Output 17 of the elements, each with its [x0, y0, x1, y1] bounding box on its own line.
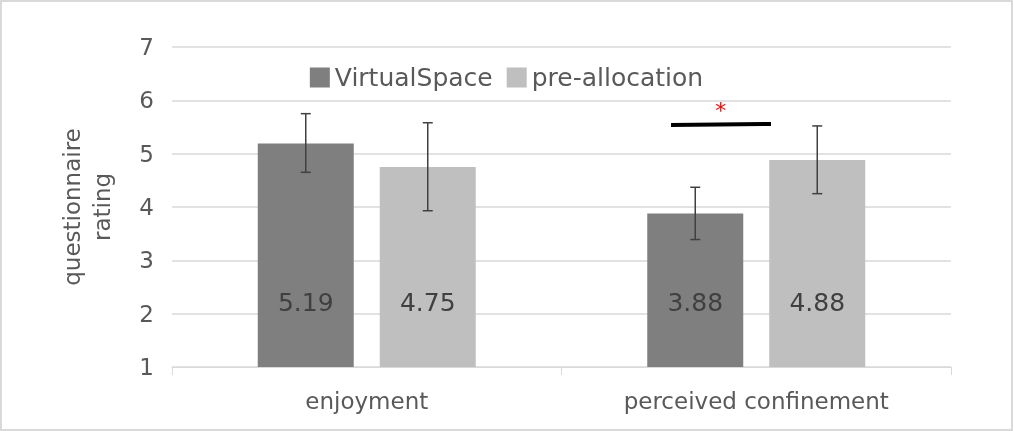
y-tick-label: 3 — [139, 247, 154, 274]
data-label: 5.19 — [277, 288, 334, 317]
data-label: 3.88 — [667, 288, 724, 317]
y-tick-label: 2 — [139, 300, 154, 327]
x-tick-label: perceived confinement — [623, 387, 889, 414]
y-tick-label: 6 — [139, 87, 154, 114]
y-tick-label: 5 — [139, 140, 154, 167]
annotation: * — [715, 97, 727, 123]
data-label: 4.75 — [399, 288, 456, 317]
legend-label: pre-allocation — [531, 63, 704, 92]
y-tick-label: 4 — [139, 194, 154, 220]
y-axis-title: questionnaire rating — [59, 128, 115, 286]
data-label: 4.88 — [789, 288, 846, 317]
y-tick-label: 1 — [139, 354, 154, 380]
legend-label: VirtualSpace — [334, 63, 493, 92]
y-tick-label: 7 — [139, 34, 154, 60]
x-tick-label: enjoyment — [305, 387, 429, 414]
